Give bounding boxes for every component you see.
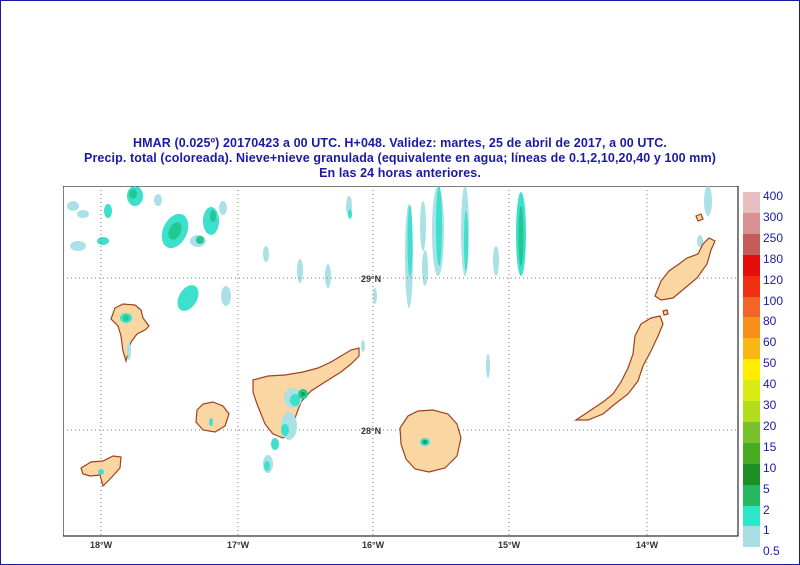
precip-area	[361, 340, 365, 352]
precip-area	[464, 211, 468, 271]
precip-area	[325, 264, 331, 288]
precip-area	[436, 186, 442, 266]
colorbar-label: 20	[763, 418, 777, 433]
colorbar-swatch	[743, 401, 760, 422]
precip-area	[704, 186, 712, 216]
precip-area	[493, 246, 499, 276]
colorbar-label: 0.5	[763, 544, 780, 559]
islands	[80, 213, 716, 488]
colorbar-swatch	[743, 254, 760, 276]
precip-area	[518, 206, 524, 266]
precip-area	[97, 237, 109, 245]
precip-area	[154, 194, 162, 206]
colorbar-label: 300	[763, 209, 784, 224]
colorbar-swatch	[743, 296, 760, 318]
precip-area	[290, 394, 300, 406]
lat-labels: 29°N 28°N	[361, 274, 381, 436]
colorbar-label: 5	[763, 481, 770, 496]
title-line-2: Precip. total (coloreada). Nieve+nieve g…	[84, 151, 716, 165]
island-gran-canaria	[399, 409, 462, 473]
colorbar-label: 30	[763, 398, 777, 412]
lon-label-16w: 16°W	[362, 540, 385, 550]
precip-area	[209, 418, 213, 426]
precip-area	[168, 222, 182, 240]
lon-label-14w: 14°W	[636, 540, 659, 550]
precip-area	[281, 424, 289, 436]
precip-area	[422, 250, 428, 286]
lon-label-18w: 18°W	[90, 540, 113, 550]
colorbar-label: 2	[763, 502, 770, 517]
colorbar-label: 80	[763, 314, 777, 329]
precip-area	[348, 209, 352, 219]
colorbar-label: 400	[763, 189, 784, 203]
colorbar-legend: 400 300 250 180 120 100 80 60 50 40 30 20 15 10 5 2 1 0.5	[743, 189, 800, 557]
colorbar-label: 50	[763, 356, 777, 371]
precip-area	[123, 315, 129, 321]
colorbar-label: 60	[763, 335, 777, 350]
precip-area	[264, 461, 270, 471]
precip-area	[127, 342, 131, 360]
colorbar-swatch	[743, 484, 760, 506]
precip-area	[263, 246, 269, 262]
colorbar-label: 100	[763, 293, 784, 308]
lon-label-15w: 15°W	[498, 540, 521, 550]
colorbar-label: 10	[763, 460, 777, 475]
precip-area	[196, 236, 204, 244]
precip-area	[70, 241, 86, 251]
precip-area	[301, 392, 305, 396]
colorbar-label: 250	[763, 230, 784, 245]
precip-area	[177, 285, 199, 311]
colorbar-swatch	[743, 317, 760, 339]
colorbar-swatch	[743, 526, 760, 548]
island-la-graciosa	[695, 213, 704, 222]
graticule	[63, 186, 738, 536]
precip-area	[420, 201, 426, 251]
precip-area	[98, 469, 104, 475]
lat-label-28: 28°N	[361, 426, 381, 436]
precip-area	[422, 440, 428, 444]
precip-area	[129, 189, 137, 199]
lon-label-17w: 17°W	[227, 540, 250, 550]
colorbar-swatch	[743, 505, 760, 527]
island-lanzarote	[654, 237, 716, 301]
precip-area	[104, 204, 112, 218]
title-line-1: HMAR (0.025º) 20170423 a 00 UTC. H+048. …	[132, 136, 667, 150]
colorbar-label: 15	[763, 439, 777, 454]
colorbar-swatch	[743, 463, 760, 485]
colorbar-swatch	[743, 275, 760, 297]
colorbar-label: 40	[763, 377, 777, 392]
precip-area	[77, 210, 89, 218]
colorbar-swatch	[743, 233, 760, 255]
precip-area	[297, 259, 303, 283]
precip-area	[221, 286, 231, 306]
colorbar-swatch	[743, 212, 760, 234]
colorbar-swatch	[743, 421, 760, 443]
title-line-3: En las 24 horas anteriores.	[319, 166, 481, 180]
island-la-gomera	[195, 401, 230, 433]
precip-area	[697, 235, 703, 247]
precip-area	[67, 201, 79, 211]
colorbar-swatch	[743, 442, 760, 464]
lat-label-29: 29°N	[361, 274, 381, 284]
island-fuerteventura	[574, 315, 664, 421]
islet-lobos	[662, 309, 669, 316]
precip-area	[486, 354, 490, 378]
precip-area	[373, 288, 377, 304]
precip-area	[407, 205, 413, 277]
precip-area	[210, 210, 216, 222]
colorbar-label: 120	[763, 272, 784, 287]
colorbar-swatch	[743, 338, 760, 360]
precip-area	[271, 438, 279, 450]
colorbar-label: 180	[763, 251, 784, 266]
precipitation-over-land	[98, 313, 430, 475]
colorbar-swatch	[743, 192, 760, 213]
precip-area	[203, 207, 219, 235]
colorbar-swatch	[743, 380, 760, 402]
colorbar-swatch	[743, 359, 760, 381]
precipitation-layer	[67, 186, 712, 378]
precip-area	[219, 201, 227, 215]
precipitation-map: 29°N 28°N	[63, 186, 739, 537]
colorbar-label: 1	[763, 523, 770, 538]
